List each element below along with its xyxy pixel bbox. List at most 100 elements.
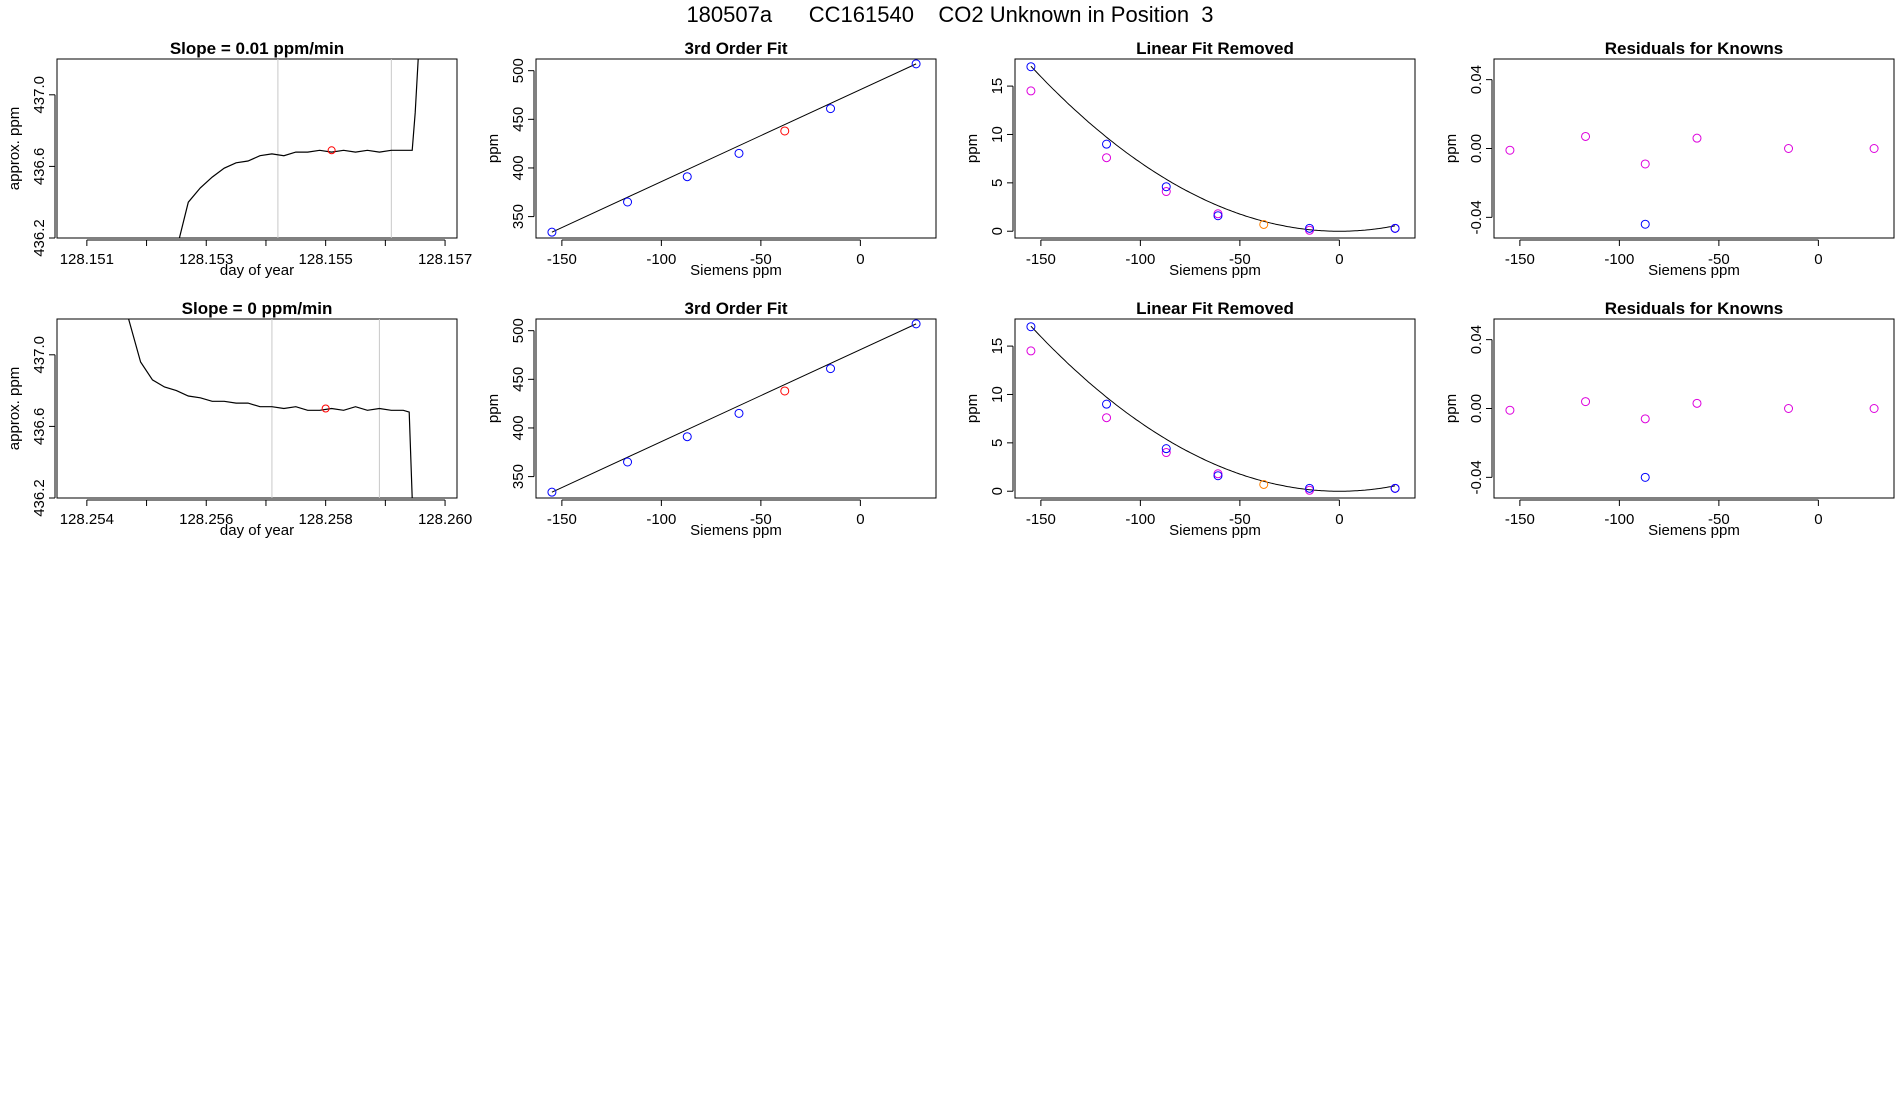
series-line — [128, 319, 413, 498]
x-tick-label: 0 — [1335, 511, 1343, 528]
unknown-point — [1259, 219, 1269, 229]
adjusted-point — [1102, 413, 1112, 423]
y-tick-label: 436.6 — [31, 408, 48, 446]
chart-panel-7: Linear Fit Removed -150 -100 -50 0 Siemens pp… — [964, 299, 1416, 539]
x-axis-label: Siemens ppm — [690, 522, 782, 539]
y-axis-label: approx. ppm — [6, 367, 23, 450]
plot-frame — [56, 58, 458, 239]
x-tick-label: 128.256 — [179, 511, 233, 528]
chart-title: 3rd Order Fit — [685, 299, 788, 318]
known-point — [1026, 62, 1036, 72]
y-axis-label: ppm — [485, 394, 502, 423]
x-tick-label: -100 — [646, 251, 676, 268]
y-tick-label: 400 — [510, 155, 527, 180]
known-point — [682, 172, 692, 182]
y-tick-label: 450 — [510, 367, 527, 392]
adjusted-point — [1784, 144, 1794, 153]
plot-area — [1505, 131, 1879, 229]
y-tick-label: -0.04 — [1468, 200, 1485, 234]
x-tick-label: -150 — [547, 251, 577, 268]
y-tick-label: 500 — [510, 318, 527, 343]
y-tick-label: 437.0 — [31, 76, 48, 114]
adjusted-point — [1692, 133, 1702, 143]
y-tick-label: 15 — [989, 338, 1006, 355]
y-tick-label: 450 — [510, 107, 527, 132]
x-axis-label: Siemens ppm — [1648, 522, 1740, 539]
known-point — [1102, 399, 1112, 409]
y-axis-label: approx. ppm — [6, 107, 23, 190]
x-tick-label: -50 — [1708, 251, 1730, 268]
adjusted-point — [1505, 405, 1515, 415]
x-tick-label: 128.153 — [179, 251, 233, 268]
y-tick-label: 350 — [510, 204, 527, 229]
adjusted-point — [1692, 398, 1702, 408]
x-tick-label: 0 — [1814, 511, 1822, 528]
chart-title: Linear Fit Removed — [1136, 39, 1294, 58]
known-point — [1640, 219, 1650, 229]
y-tick-label: 436.2 — [31, 479, 48, 517]
x-tick-label: -50 — [750, 511, 772, 528]
plot-area — [547, 59, 921, 237]
known-point — [734, 408, 744, 418]
plot-frame — [535, 58, 937, 239]
chart-panel-3: Linear Fit Removed -150 -100 -50 0 Siemens pp… — [964, 39, 1416, 279]
unknown-point — [780, 386, 790, 396]
fit-line — [551, 63, 917, 233]
x-tick-label: 128.155 — [299, 251, 353, 268]
known-point — [682, 432, 692, 442]
fit-line — [551, 323, 917, 493]
x-tick-label: -100 — [1604, 511, 1634, 528]
series-line — [178, 59, 419, 238]
x-tick-label: -100 — [1125, 251, 1155, 268]
y-tick-label: 10 — [989, 386, 1006, 403]
known-point — [1305, 483, 1315, 493]
x-tick-label: 128.151 — [60, 251, 114, 268]
adjusted-point — [1161, 187, 1171, 197]
plot-area — [1505, 397, 1879, 482]
known-point — [734, 148, 744, 158]
x-tick-label: 0 — [1335, 251, 1343, 268]
plot-area — [1026, 62, 1400, 235]
adjusted-point — [1213, 209, 1223, 219]
x-tick-label: -50 — [1229, 511, 1251, 528]
unknown-point — [780, 126, 790, 136]
adjusted-point — [1581, 131, 1591, 141]
x-tick-label: 0 — [856, 251, 864, 268]
y-tick-label: 436.6 — [31, 148, 48, 186]
plot-area — [178, 59, 419, 238]
adjusted-point — [1505, 145, 1515, 155]
x-tick-label: 128.260 — [418, 511, 472, 528]
known-point — [911, 319, 921, 329]
chart-title: 3rd Order Fit — [685, 39, 788, 58]
x-tick-label: -100 — [1604, 251, 1634, 268]
adjusted-point — [1026, 86, 1036, 96]
x-tick-label: -150 — [1505, 511, 1535, 528]
known-point — [1161, 182, 1171, 192]
known-point — [1390, 223, 1400, 233]
x-tick-label: -50 — [1708, 511, 1730, 528]
chart-panel-8: Residuals for Knowns -150 -100 -50 0 Siemens … — [1443, 299, 1895, 539]
plot-frame — [56, 318, 458, 499]
adjusted-point — [1213, 469, 1223, 479]
y-tick-label: 400 — [510, 415, 527, 440]
y-axis-label: ppm — [964, 394, 981, 423]
x-axis-label: Siemens ppm — [690, 262, 782, 279]
y-axis-label: ppm — [964, 134, 981, 163]
y-tick-label: 436.2 — [31, 219, 48, 257]
page-title: 180507a CC161540 CO2 Unknown in Position… — [686, 2, 1214, 27]
chart-panel-2: 3rd Order Fit -150 -100 -50 0 Siemens ppm 350 4… — [485, 39, 937, 279]
x-tick-label: -100 — [1125, 511, 1155, 528]
adjusted-point — [1102, 153, 1112, 163]
adjusted-point — [1784, 404, 1794, 413]
chart-title: Residuals for Knowns — [1605, 299, 1784, 318]
y-tick-label: 0 — [989, 487, 1006, 495]
adjusted-point — [1640, 414, 1650, 424]
y-tick-label: 0 — [989, 227, 1006, 235]
x-axis-label: Siemens ppm — [1169, 262, 1261, 279]
y-tick-label: -0.04 — [1468, 460, 1485, 494]
x-tick-label: -50 — [1229, 251, 1251, 268]
adjusted-point — [1026, 346, 1036, 356]
x-tick-label: -150 — [1026, 251, 1056, 268]
fit-curve — [1030, 325, 1396, 492]
